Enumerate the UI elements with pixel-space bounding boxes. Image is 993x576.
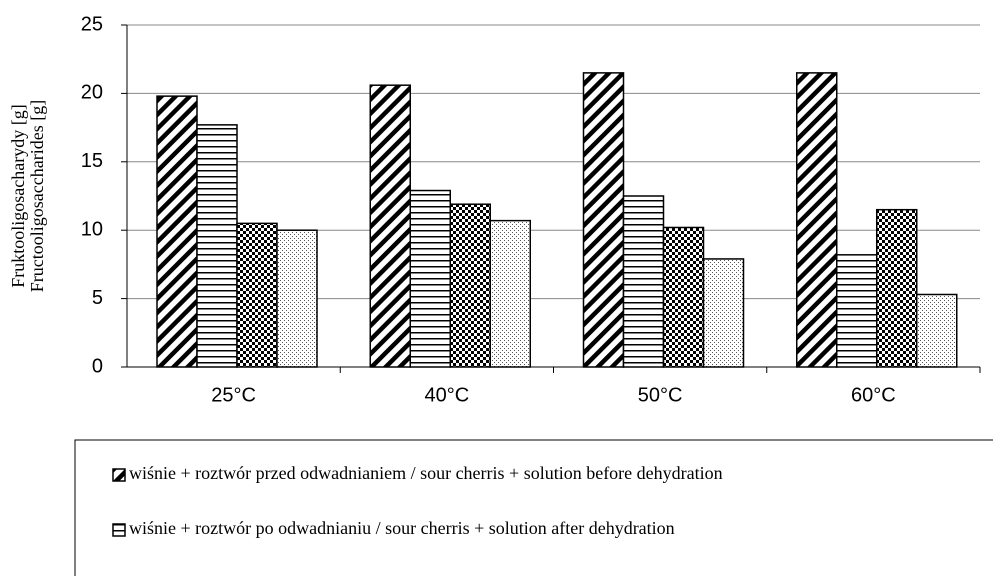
bar (196, 124, 238, 368)
legend-label: wiśnie + roztwór przed odwadnianiem / so… (129, 463, 723, 483)
legend-label: wiśnie + roztwór po odwadnianiu / sour c… (129, 518, 675, 538)
x-tick-label: 50°C (638, 384, 683, 406)
x-tick-label: 60°C (851, 384, 896, 406)
bar (276, 229, 318, 368)
y-axis-label: Fructooligosaccharides [g] (27, 100, 47, 292)
legend-swatch (112, 468, 126, 482)
x-tick-label: 40°C (425, 384, 470, 406)
y-tick-label: 10 (81, 218, 103, 240)
bar (156, 95, 198, 368)
bar (369, 84, 411, 368)
bar (836, 254, 878, 368)
bar (662, 226, 705, 368)
y-axis-label: Fruktooligosacharydy [g] (8, 104, 28, 287)
y-tick-label: 15 (81, 150, 103, 172)
bar (916, 293, 958, 368)
y-tick-label: 20 (81, 82, 103, 104)
bar (702, 258, 745, 368)
bar (236, 222, 278, 368)
bar (622, 195, 665, 368)
bar (582, 72, 625, 368)
bar (489, 219, 531, 368)
legend-swatch (112, 523, 126, 537)
y-tick-label: 25 (81, 13, 103, 35)
x-tick-label: 25°C (211, 384, 256, 406)
bar (409, 189, 451, 368)
y-tick-label: 5 (92, 287, 103, 309)
bar (796, 72, 838, 368)
legend-box (74, 439, 993, 576)
y-tick-label: 0 (92, 355, 103, 377)
bar (449, 203, 491, 368)
bar (876, 208, 918, 368)
